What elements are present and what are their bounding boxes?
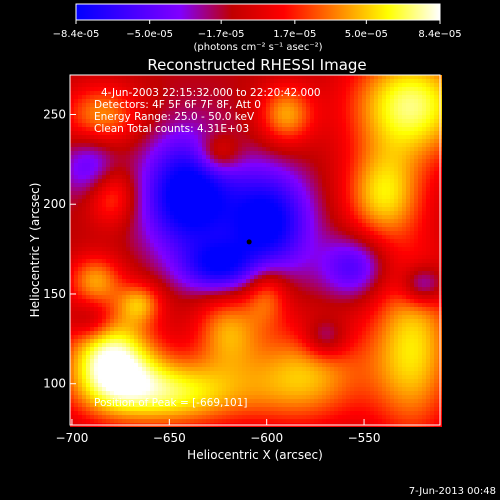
chart-title: Reconstructed RHESSI Image: [147, 56, 366, 74]
y-tick-label: 100: [43, 377, 66, 391]
colorbar-tick-label: −8.4e-05: [53, 29, 100, 40]
y-tick-label: 250: [43, 107, 66, 121]
colorbar-tick-label: 1.7e−05: [273, 29, 316, 40]
annotation-clean: Clean Total counts: 4.31E+03: [94, 123, 249, 135]
x-axis: −700 −650 −600 −550: [55, 419, 381, 445]
colorbar-tick-label: −1.7e-05: [198, 29, 245, 40]
colorbar: [75, 3, 441, 21]
annotation-time-range: 4-Jun-2003 22:15:32.000 to 22:20:42.000: [101, 87, 321, 99]
x-tick-label: −650: [153, 431, 186, 445]
x-axis-label: Heliocentric X (arcsec): [187, 448, 323, 462]
y-tick-label: 150: [43, 287, 66, 301]
y-tick-label: 200: [43, 197, 66, 211]
heatmap-image: [70, 75, 442, 427]
footer-timestamp: 7-Jun-2013 00:48: [409, 486, 496, 497]
annotation-energy-range: Energy Range: 25.0 - 50.0 keV: [94, 111, 255, 123]
colorbar-unit-label: (photons cm⁻² s⁻¹ asec⁻²): [193, 42, 322, 53]
colorbar-tick-label: −5.0e-05: [126, 29, 173, 40]
colorbar-tick-label: 8.4e−05: [418, 29, 461, 40]
x-tick-label: −550: [348, 431, 381, 445]
plot-frame: [69, 74, 441, 426]
colorbar-ticks: −8.4e-05 −5.0e-05 −1.7e-05 1.7e−05 5.0e−05 8.…: [53, 20, 462, 40]
y-axis-label: Heliocentric Y (arcsec): [28, 183, 42, 318]
annotation-detectors: Detectors: 4F 5F 6F 7F 8F, Att 0: [94, 99, 261, 111]
colorbar-tick-label: 5.0e−05: [345, 29, 388, 40]
annotation-peak-position: Position of Peak = [-669,101]: [94, 397, 248, 409]
y-axis: 100 150 200 250: [43, 107, 76, 391]
x-tick-label: −700: [55, 431, 88, 445]
peak-marker: [246, 239, 252, 245]
x-tick-label: −600: [250, 431, 283, 445]
